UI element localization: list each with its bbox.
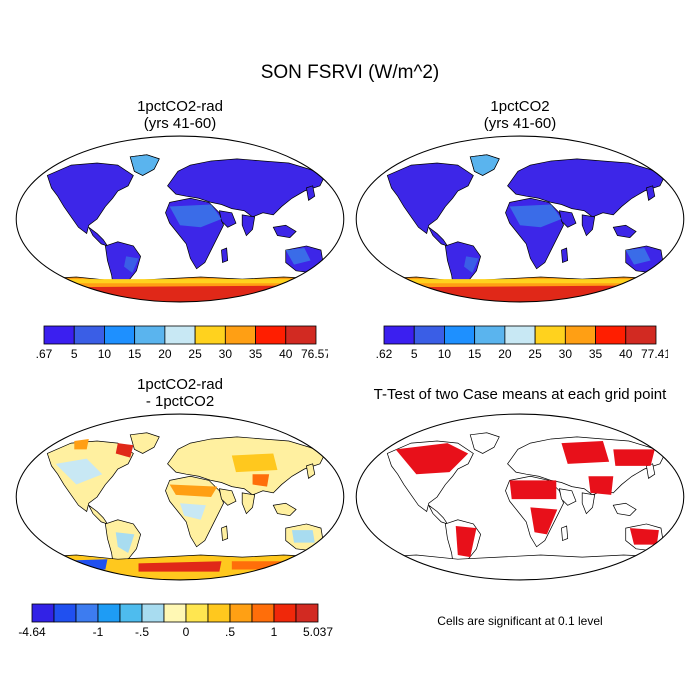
colorbar-box	[625, 325, 657, 345]
panel1-colorbar-labels: .67 5 10 15 20 25 30 35 40 76.57	[36, 347, 328, 361]
colorbar-box	[413, 325, 445, 345]
colorbar-box	[251, 603, 275, 623]
colorbar-tick-label: .67	[36, 347, 53, 361]
panel3-colorbar-labels: -4.64 -1 -.5 0 .5 1 5.037	[18, 625, 333, 639]
panel2-title-line2: (yrs 41-60)	[483, 115, 557, 132]
colorbar-box	[75, 603, 99, 623]
colorbar-tick-label: -4.64	[18, 625, 46, 639]
panel3-title-line2: - 1pctCO2	[145, 393, 215, 410]
colorbar-tick-label: 30	[559, 347, 573, 361]
colorbar-tick-label: .5	[225, 625, 235, 639]
colorbar-tick-label: .62	[376, 347, 393, 361]
colorbar-tick-label: 20	[498, 347, 512, 361]
colorbar-box	[444, 325, 476, 345]
colorbar-tick-label: 40	[279, 347, 293, 361]
colorbar-box	[53, 603, 77, 623]
colorbar-tick-label: 10	[98, 347, 112, 361]
colorbar-box	[207, 603, 231, 623]
colorbar-tick-label: 5.037	[303, 625, 333, 639]
colorbar-box	[141, 603, 165, 623]
colorbar-box	[31, 603, 55, 623]
colorbar-box	[504, 325, 536, 345]
panel3-title-line1: 1pctCO2-rad	[137, 376, 223, 393]
panel2-map	[355, 135, 685, 303]
panel4-title: T-Test of two Case means at each grid po…	[373, 386, 667, 403]
panel1-map	[15, 135, 345, 303]
colorbar-tick-label: -1	[93, 625, 104, 639]
colorbar-box	[285, 325, 317, 345]
colorbar-box	[273, 603, 297, 623]
colorbar-box	[97, 603, 121, 623]
colorbar-tick-label: 76.57	[301, 347, 328, 361]
colorbar-tick-label: 30	[219, 347, 233, 361]
colorbar-box	[194, 325, 226, 345]
colorbar-box	[163, 603, 187, 623]
panel2-colorbar-labels: .62 5 10 15 20 25 30 35 40 77.41	[376, 347, 668, 361]
colorbar-box	[383, 325, 415, 345]
colorbar-tick-label: 0	[183, 625, 190, 639]
panel3-title: 1pctCO2-rad - 1pctCO2	[20, 376, 340, 410]
colorbar-tick-label: 77.41	[641, 347, 668, 361]
panel3-map	[15, 413, 345, 581]
colorbar-box	[534, 325, 566, 345]
panel1-colorbar: .67 5 10 15 20 25 30 35 40 76.57	[36, 325, 328, 361]
colorbar-box	[295, 603, 319, 623]
panel4-map	[355, 413, 685, 581]
panel1-title: 1pctCO2-rad (yrs 41-60)	[20, 98, 340, 132]
panel2-title: 1pctCO2 (yrs 41-60)	[360, 98, 680, 132]
colorbar-tick-label: 20	[158, 347, 172, 361]
colorbar-tick-label: 35	[589, 347, 603, 361]
panel3-colorbar: -4.64 -1 -.5 0 .5 1 5.037	[18, 603, 333, 639]
colorbar-box	[73, 325, 105, 345]
panel1-title-line1: 1pctCO2-rad	[137, 98, 223, 115]
panel2-colorbar-boxes	[383, 325, 657, 345]
significance-note: Cells are significant at 0.1 level	[437, 614, 603, 628]
panel1-colorbar-boxes	[43, 325, 317, 345]
colorbar-tick-label: 25	[528, 347, 542, 361]
colorbar-box	[43, 325, 75, 345]
colorbar-box	[224, 325, 256, 345]
colorbar-tick-label: 25	[188, 347, 202, 361]
colorbar-box	[229, 603, 253, 623]
colorbar-box	[595, 325, 627, 345]
colorbar-tick-label: 15	[468, 347, 482, 361]
colorbar-box	[134, 325, 166, 345]
colorbar-box	[474, 325, 506, 345]
colorbar-tick-label: -.5	[135, 625, 149, 639]
colorbar-tick-label: 10	[438, 347, 452, 361]
panel3-colorbar-boxes	[31, 603, 319, 623]
colorbar-box	[119, 603, 143, 623]
colorbar-tick-label: 5	[71, 347, 78, 361]
colorbar-box	[164, 325, 196, 345]
colorbar-tick-label: 35	[249, 347, 263, 361]
colorbar-box	[104, 325, 136, 345]
panel2-title-line1: 1pctCO2	[490, 98, 550, 115]
panel2-colorbar: .62 5 10 15 20 25 30 35 40 77.41	[376, 325, 668, 361]
colorbar-tick-label: 5	[411, 347, 418, 361]
panel1-title-line2: (yrs 41-60)	[143, 115, 217, 132]
colorbar-tick-label: 1	[271, 625, 278, 639]
figure-title: SON FSRVI (W/m^2)	[260, 62, 440, 83]
colorbar-box	[255, 325, 287, 345]
colorbar-tick-label: 15	[128, 347, 142, 361]
colorbar-box	[185, 603, 209, 623]
colorbar-tick-label: 40	[619, 347, 633, 361]
colorbar-box	[564, 325, 596, 345]
